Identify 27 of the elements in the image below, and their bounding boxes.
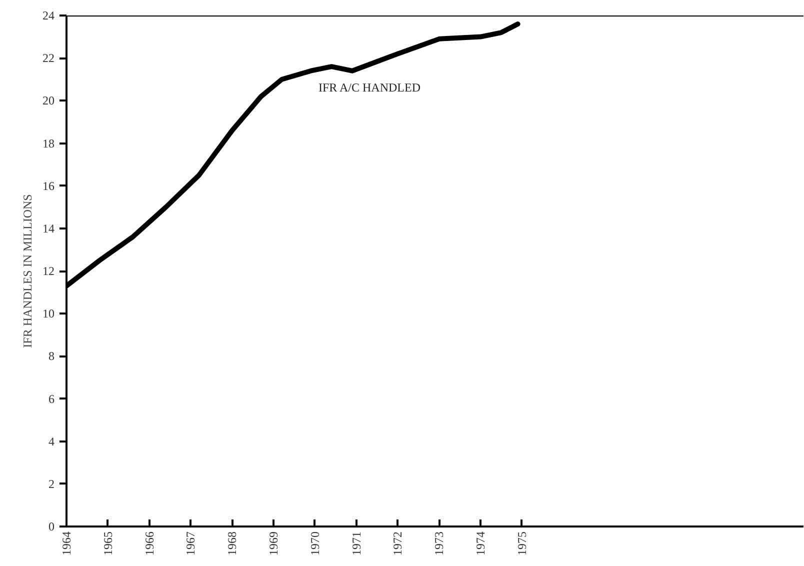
- x-tick-label: 1972: [390, 532, 405, 556]
- y-tick-label: 20: [42, 94, 54, 108]
- y-tick-label: 22: [42, 51, 54, 66]
- x-tick-label: 1969: [266, 532, 281, 556]
- x-tick-label: 1970: [308, 532, 322, 556]
- y-tick-label: 6: [48, 392, 54, 406]
- x-tick-label: 1973: [432, 532, 446, 556]
- y-tick-label: 2: [48, 476, 54, 491]
- y-tick-label: 12: [42, 264, 54, 278]
- x-tick-label: 1967: [184, 532, 198, 556]
- y-tick-label: 18: [42, 136, 54, 150]
- y-tick-label: 4: [48, 434, 54, 448]
- x-tick-label: 1964: [60, 532, 74, 556]
- y-tick-label: 0: [48, 520, 54, 534]
- x-tick-label: 1975: [514, 532, 529, 556]
- y-axis-title: IFR HANDLES IN MILLIONS: [20, 194, 34, 348]
- y-tick-label: 16: [42, 178, 54, 193]
- x-tick-label: 1966: [142, 532, 156, 556]
- y-tick-label: 8: [48, 349, 54, 364]
- y-tick-label: 10: [42, 306, 54, 321]
- y-tick-label: 14: [42, 221, 54, 236]
- x-tick-label: 1968: [225, 532, 240, 556]
- x-tick-label: 1971: [349, 532, 364, 556]
- x-tick-label: 1974: [474, 532, 488, 556]
- x-tick-label: 1965: [100, 532, 115, 556]
- annotation: IFR A/C HANDLED: [318, 80, 421, 94]
- y-tick-label: 24: [42, 8, 54, 22]
